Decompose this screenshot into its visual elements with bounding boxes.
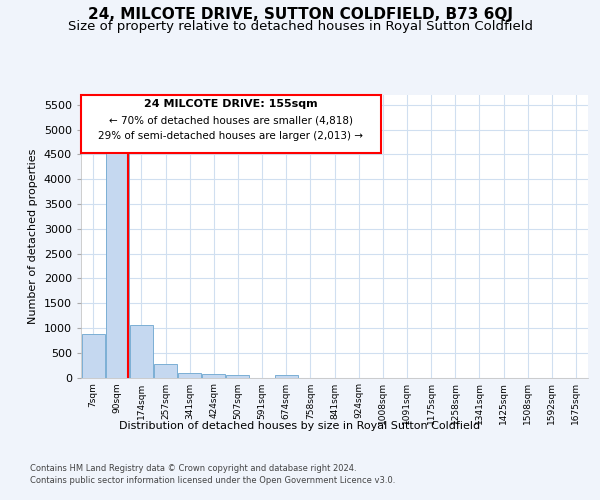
Bar [82,334,104,378]
Bar [275,375,298,378]
Bar [178,373,201,378]
Y-axis label: Number of detached properties: Number of detached properties [28,148,38,324]
Text: ← 70% of detached houses are smaller (4,818): ← 70% of detached houses are smaller (4,… [109,115,353,125]
Bar [202,374,225,378]
Text: Distribution of detached houses by size in Royal Sutton Coldfield: Distribution of detached houses by size … [119,421,481,431]
Bar [130,325,153,378]
Text: Size of property relative to detached houses in Royal Sutton Coldfield: Size of property relative to detached ho… [67,20,533,33]
Text: Contains public sector information licensed under the Open Government Licence v3: Contains public sector information licen… [30,476,395,485]
Bar [226,375,250,378]
Text: 29% of semi-detached houses are larger (2,013) →: 29% of semi-detached houses are larger (… [98,131,364,141]
Bar [106,152,128,378]
Bar [154,364,177,378]
Text: 24 MILCOTE DRIVE: 155sqm: 24 MILCOTE DRIVE: 155sqm [144,99,318,109]
Text: Contains HM Land Registry data © Crown copyright and database right 2024.: Contains HM Land Registry data © Crown c… [30,464,356,473]
Text: 24, MILCOTE DRIVE, SUTTON COLDFIELD, B73 6QJ: 24, MILCOTE DRIVE, SUTTON COLDFIELD, B73… [88,8,512,22]
